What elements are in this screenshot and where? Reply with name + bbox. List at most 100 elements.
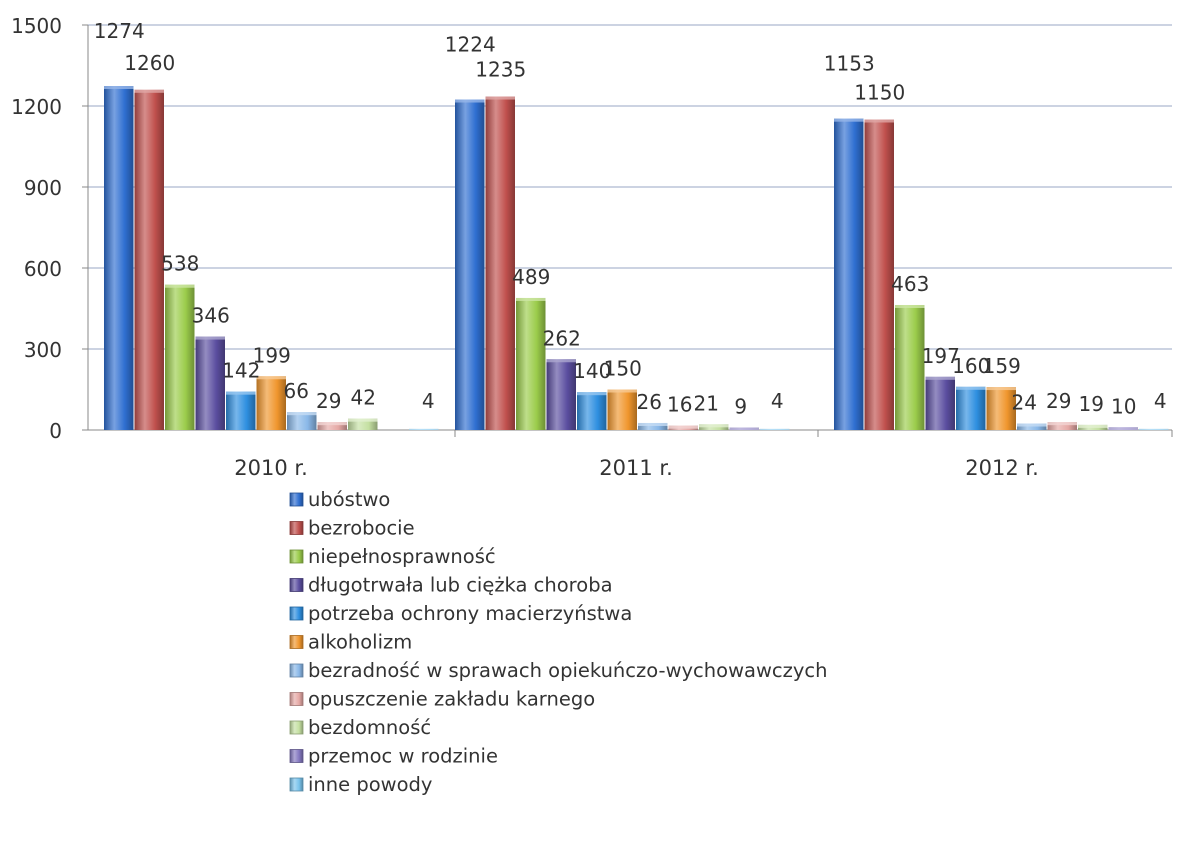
bar [287,412,317,430]
bar-cap [699,424,729,428]
bar-cap [485,96,515,100]
legend-swatch [289,720,304,735]
data-label: 29 [1046,389,1071,413]
legend-label: przemoc w rodzinie [308,745,498,768]
data-label: 1153 [824,52,875,76]
data-label: 1150 [854,81,905,105]
bar-cap [165,284,195,288]
legend-swatch [289,578,304,592]
bar-cap [256,376,286,380]
legend-swatch [289,692,304,706]
bar-cap [638,422,668,426]
data-label: 489 [512,265,550,289]
bar [546,359,576,430]
bar [516,297,546,430]
bar-cap [1047,422,1077,426]
bar-cap [1139,428,1169,430]
data-label: 199 [253,343,291,367]
bar-cap [348,418,378,422]
data-label: 142 [222,359,260,383]
data-label: 346 [192,304,230,328]
bar-cap [834,118,864,122]
y-tick-label: 1200 [11,95,62,119]
x-tick-label: 2012 r. [965,456,1039,480]
bar [348,418,378,430]
bar-cap [104,86,134,90]
data-label: 4 [1154,389,1167,413]
data-label: 538 [161,252,199,276]
bar-cap [134,89,164,93]
bar [1047,422,1077,430]
bar [195,336,225,430]
legend-label: ubóstwo [308,488,390,511]
data-label: 1260 [124,51,175,75]
bar-cap [895,304,925,308]
x-tick-label: 2010 r. [234,456,308,480]
data-label: 26 [637,390,662,414]
bar-cap [195,336,225,340]
legend-swatch [289,777,304,792]
gridlines [88,24,1172,350]
y-tick-label: 1500 [11,14,62,38]
data-label: 159 [983,354,1021,378]
bar [485,96,515,431]
legend-label: długotrwała lub ciężka choroba [308,574,613,597]
y-tick-label: 600 [24,257,62,281]
bar-cap [668,425,698,429]
y-tick-label: 0 [49,419,62,443]
legend-swatch [289,606,304,621]
bar-cap [729,427,759,430]
legend-swatch [289,749,304,763]
bar [925,376,955,430]
bar-cap [986,387,1016,391]
bar-cap [546,359,576,363]
data-label: 4 [422,389,435,413]
legend-swatch [289,635,304,649]
legend-label: potrzeba ochrony macierzyństwa [308,602,632,625]
data-label: 16 [667,393,692,417]
bar [607,389,637,430]
data-label: 140 [573,359,611,383]
data-label: 42 [351,386,376,410]
bar-cap [1017,423,1047,427]
bar-cap [516,297,546,301]
x-tick-label: 2011 r. [599,456,673,480]
bar-cap [760,428,790,430]
legend: ubóstwo bezrobocie niepełnosprawność długot… [289,488,828,796]
legend-label: alkoholizm [308,631,412,654]
data-label: 1224 [445,33,496,57]
data-label: 19 [1079,392,1104,416]
bar [986,387,1016,430]
data-label: 150 [604,357,642,381]
data-label: 9 [734,395,747,419]
y-tick-label: 900 [24,176,62,200]
bar [638,422,668,430]
legend-label: opuszczenie zakładu karnego [308,688,595,711]
legend-swatch [289,492,304,507]
legend-label: bezrobocie [308,517,415,540]
data-label: 160 [952,354,990,378]
bar-cap [1108,427,1138,430]
data-label: 197 [922,344,960,368]
data-label: 24 [1012,391,1037,415]
bar-cap [226,391,256,395]
data-label: 66 [284,379,309,403]
bar-cap [956,386,986,390]
legend-label: inne powody [308,773,432,796]
bar-cap [607,389,637,393]
data-label: 10 [1111,394,1136,418]
bars [104,86,1169,431]
bar [895,304,925,430]
bar [864,119,894,430]
legend-label: niepełnosprawność [308,545,496,568]
bar-cap [409,428,439,430]
bar [956,386,986,430]
legend-label: bezradność w sprawach opiekuńczo-wychowa… [308,659,828,682]
legend-label: bezdomność [308,716,431,739]
data-label: 262 [543,326,581,350]
bar [104,86,134,431]
bar [165,284,195,430]
bar [256,376,286,430]
bar [834,118,864,430]
